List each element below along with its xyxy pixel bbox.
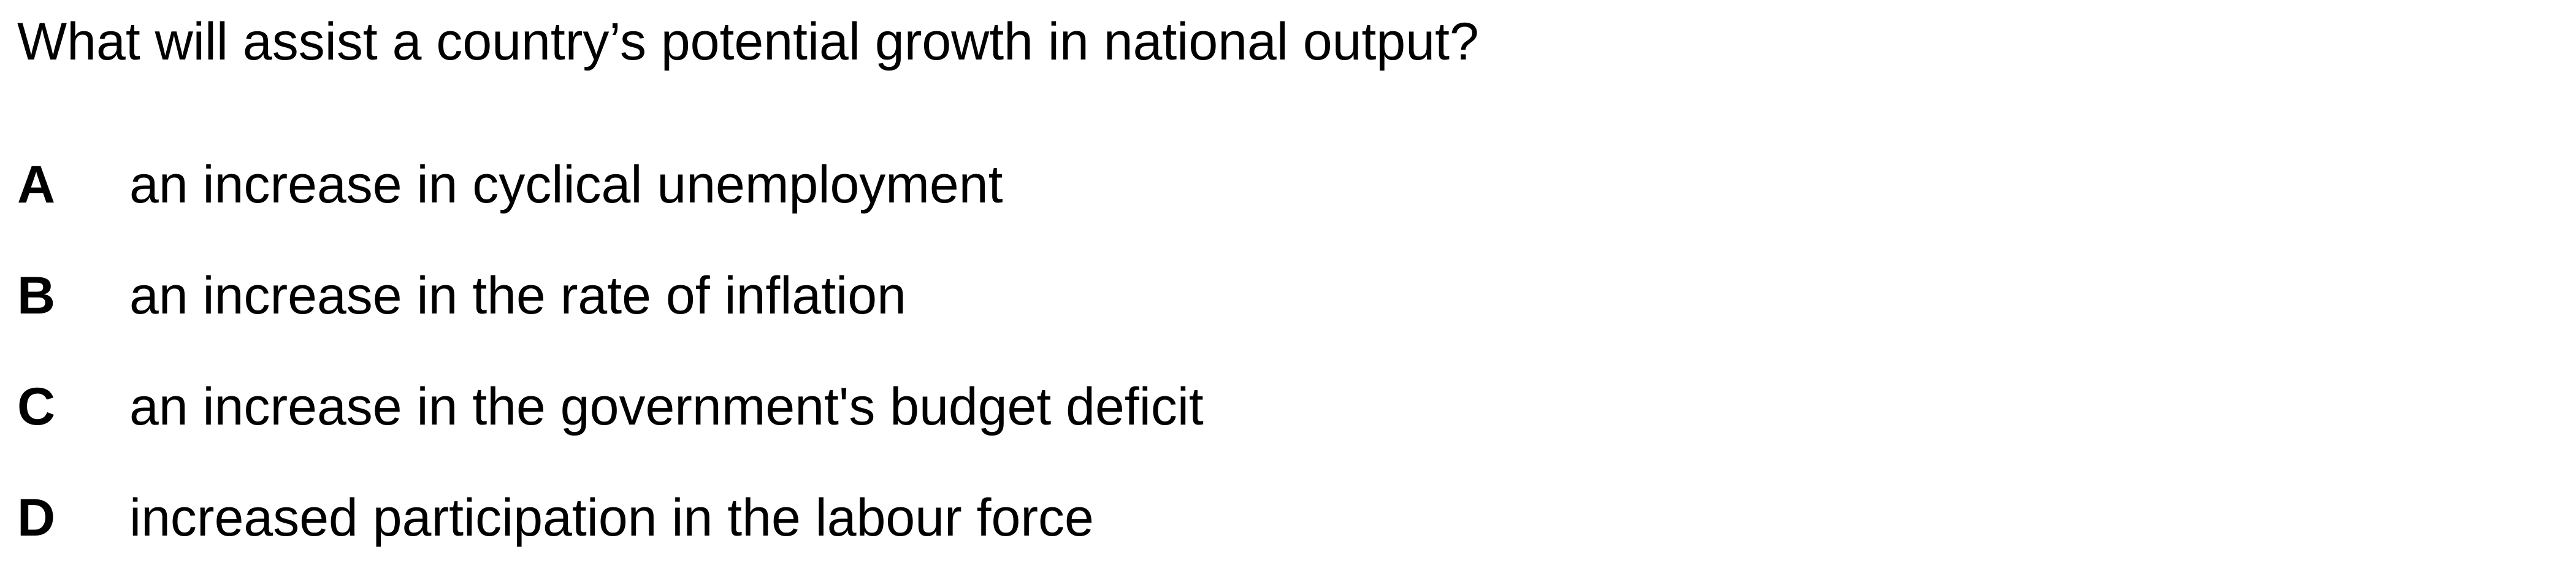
option-d: D increased participation in the labour …	[17, 462, 1204, 573]
option-letter: B	[17, 266, 56, 325]
option-letter: C	[17, 377, 56, 436]
answer-options-list: A an increase in cyclical unemployment B…	[17, 129, 1204, 573]
option-text: an increase in the rate of inflation	[129, 266, 906, 325]
option-letter: D	[17, 488, 56, 547]
option-text: an increase in cyclical unemployment	[129, 155, 1003, 214]
option-c: C an increase in the government's budget…	[17, 351, 1204, 462]
option-text: an increase in the government's budget d…	[129, 377, 1204, 436]
option-b: B an increase in the rate of inflation	[17, 240, 1204, 351]
option-letter: A	[17, 155, 56, 214]
question-text: What will assist a country’s potential g…	[17, 12, 1479, 71]
option-a: A an increase in cyclical unemployment	[17, 129, 1204, 240]
option-text: increased participation in the labour fo…	[129, 488, 1094, 547]
